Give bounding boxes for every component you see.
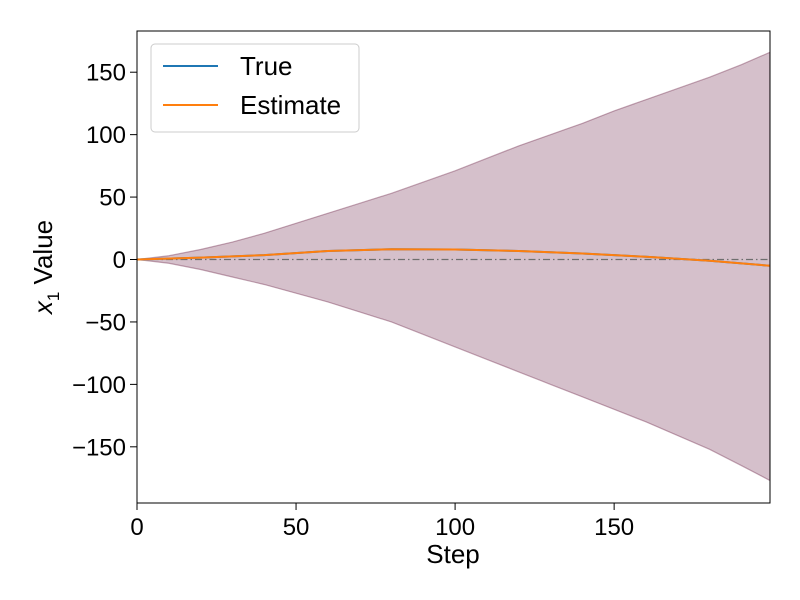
y-tick-label: 100 <box>86 122 126 149</box>
y-tick-label: 50 <box>99 185 126 212</box>
x-axis-label: Step <box>426 539 480 569</box>
svg-text:x1 Value: x1 Value <box>28 220 63 316</box>
y-tick-label: −100 <box>72 372 126 399</box>
y-tick-label: −50 <box>85 309 126 336</box>
plot-area <box>137 51 770 482</box>
legend: True Estimate <box>150 43 360 133</box>
legend-label-true: True <box>240 51 293 81</box>
y-axis-label: x1 Value <box>28 220 63 316</box>
y-tick-label: 150 <box>86 60 126 87</box>
series-line-estimate <box>137 248 770 267</box>
y-tick-label: −150 <box>72 434 126 461</box>
x-tick-label: 0 <box>130 514 143 541</box>
legend-label-estimate: Estimate <box>240 90 341 120</box>
x-axis: 0 50 100 150 <box>130 503 634 541</box>
y-axis-label-subscript: 1 <box>44 292 63 301</box>
x-tick-label: 50 <box>283 514 310 541</box>
x-tick-label: 100 <box>435 514 475 541</box>
y-axis-label-math: x <box>28 300 58 316</box>
x-tick-label: 150 <box>594 514 634 541</box>
uncertainty-band <box>137 51 770 482</box>
y-axis-label-text: Value <box>28 220 58 285</box>
plot-frame <box>136 30 771 504</box>
y-tick-label: 0 <box>113 247 126 274</box>
y-axis: 150 100 50 0 −50 −100 −150 <box>72 60 137 461</box>
